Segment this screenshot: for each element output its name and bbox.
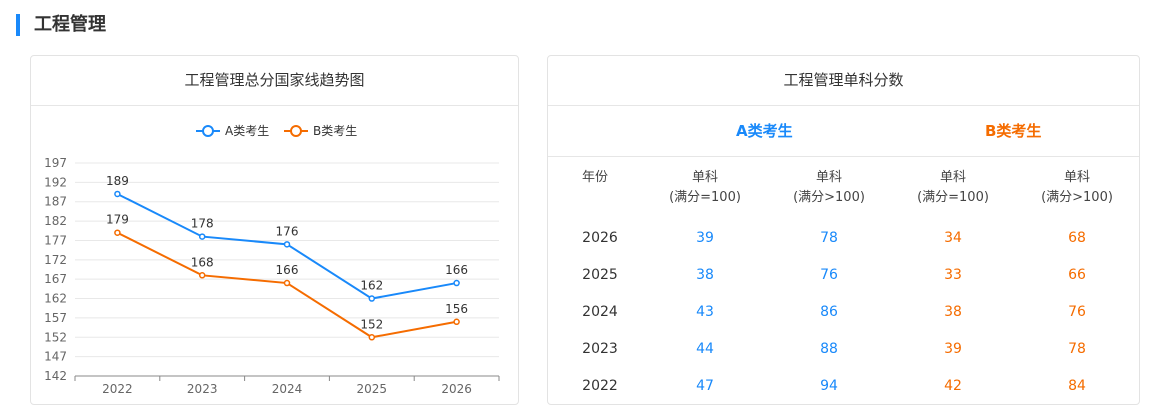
row-year: 2023 [582, 341, 618, 357]
y-tick-label: 162 [44, 292, 67, 306]
group-a-label: A类考生 [736, 122, 793, 140]
row-b-score-over100: 66 [1068, 267, 1086, 283]
row-a-score-100: 47 [696, 378, 714, 394]
data-point [198, 272, 206, 279]
row-b-score-over100: 84 [1068, 378, 1086, 394]
row-b-score-100: 38 [944, 304, 962, 320]
data-label: 166 [276, 263, 299, 277]
header-year: 年份 [581, 170, 608, 185]
legend-label: B类考生 [313, 124, 357, 138]
header-b-single-100: 单科 (满分=100) [917, 170, 989, 205]
header-a-single-100: 单科 (满分=100) [669, 170, 741, 205]
data-point [453, 279, 460, 287]
single-subject-card: 工程管理单科分数 A类考生 B类考生 年份 单科 (满分=100) 单科 (满分>1… [547, 55, 1140, 405]
data-label: 189 [106, 174, 129, 188]
row-b-score-over100: 78 [1068, 341, 1086, 357]
row-b-score-100: 34 [944, 230, 962, 246]
row-a-score-over100: 78 [820, 230, 838, 246]
data-point [198, 233, 206, 240]
trend-line-chart: 197 192 187 182 177 172 167 162 157 152 147 142 2022… [44, 124, 500, 396]
row-year: 2026 [582, 230, 618, 246]
section-title: 工程管理 [34, 14, 106, 35]
y-tick-label: 192 [44, 175, 67, 189]
row-b-score-over100: 68 [1068, 230, 1086, 246]
x-tick-label: 2022 [102, 382, 133, 396]
row-b-score-100: 33 [944, 267, 962, 283]
trend-chart-card: 工程管理总分国家线趋势图 197 192 187 182 177 172 167 162 157… [30, 55, 519, 405]
row-b-score-100: 42 [944, 378, 962, 394]
y-tick-label: 172 [44, 253, 67, 267]
y-tick-label: 182 [44, 214, 67, 228]
row-a-score-over100: 86 [820, 304, 838, 320]
data-label: 168 [191, 255, 214, 269]
row-a-score-100: 39 [696, 230, 714, 246]
y-tick-label: 197 [44, 156, 67, 170]
row-a-score-over100: 94 [820, 378, 838, 394]
trend-chart-title: 工程管理总分国家线趋势图 [31, 56, 518, 106]
x-tick-label: 2024 [272, 382, 303, 396]
data-label: 166 [445, 263, 468, 277]
y-tick-label: 177 [44, 233, 67, 247]
section-accent-bar [16, 14, 20, 36]
data-point [283, 241, 291, 248]
data-point [368, 334, 376, 341]
data-label: 178 [191, 217, 214, 231]
data-point [453, 318, 460, 326]
y-tick-label: 147 [44, 350, 67, 364]
y-tick-label: 167 [44, 272, 67, 286]
data-label: 179 [106, 213, 129, 227]
row-b-score-over100: 76 [1068, 304, 1086, 320]
row-a-score-100: 38 [696, 267, 714, 283]
y-tick-label: 152 [44, 330, 67, 344]
header-b-single-over100: 单科 (满分>100) [1041, 170, 1113, 205]
row-year: 2024 [582, 304, 618, 320]
y-tick-label: 187 [44, 195, 67, 209]
x-tick-label: 2023 [187, 382, 218, 396]
data-point [114, 229, 121, 236]
data-label: 176 [276, 224, 299, 238]
y-tick-label: 142 [44, 369, 67, 383]
group-b-label: B类考生 [985, 122, 1042, 140]
data-label: 156 [445, 302, 468, 316]
row-year: 2022 [582, 378, 618, 394]
row-a-score-over100: 76 [820, 267, 838, 283]
data-point [283, 279, 291, 287]
y-tick-label: 157 [44, 311, 67, 325]
row-a-score-100: 44 [696, 341, 714, 357]
header-a-single-over100: 单科 (满分>100) [793, 170, 865, 205]
x-tick-label: 2026 [441, 382, 472, 396]
row-a-score-over100: 88 [820, 341, 838, 357]
data-point [114, 190, 121, 198]
data-label: 152 [360, 317, 383, 331]
row-b-score-100: 39 [944, 341, 962, 357]
row-year: 2025 [582, 267, 618, 283]
single-subject-title: 工程管理单科分数 [548, 56, 1139, 106]
row-a-score-100: 43 [696, 304, 714, 320]
x-tick-label: 2025 [357, 382, 388, 396]
data-point [368, 295, 376, 302]
data-label: 162 [360, 279, 383, 293]
legend-label: A类考生 [225, 124, 269, 138]
legend-marker [290, 125, 302, 137]
group-header-row: A类考生 B类考生 [548, 106, 1139, 157]
legend-marker [202, 125, 214, 137]
